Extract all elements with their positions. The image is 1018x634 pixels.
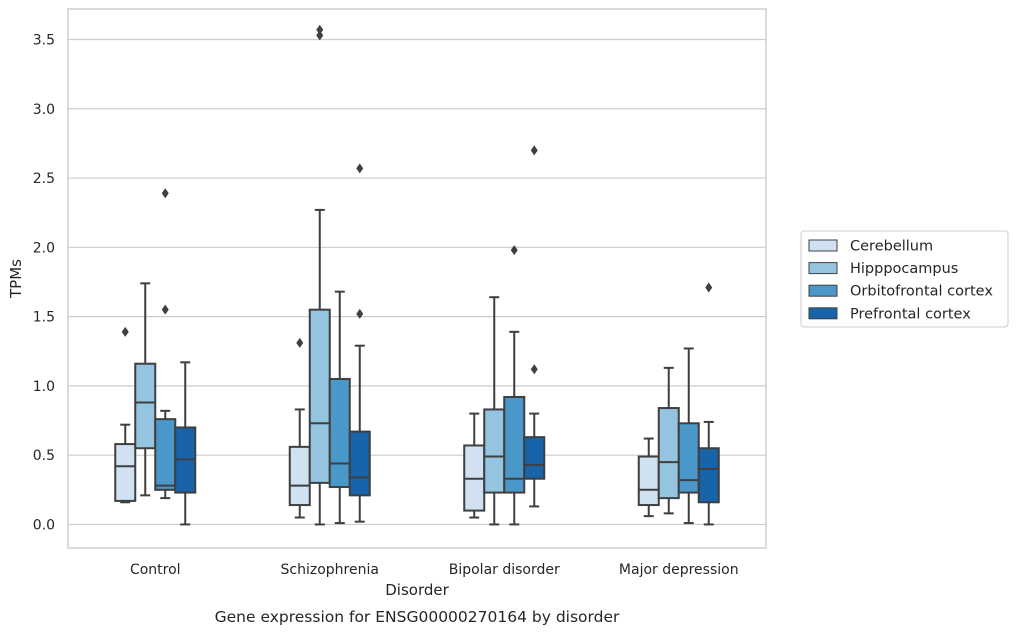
iqr-box — [154, 418, 177, 491]
y-tick-label: 1.0 — [33, 379, 55, 395]
box-prefrontal-cortex — [348, 163, 371, 523]
iqr-box — [328, 377, 351, 489]
outlier-point — [161, 304, 169, 315]
y-tick-label: 2.5 — [33, 171, 55, 187]
outlier-point — [510, 245, 518, 256]
outlier-point — [705, 282, 713, 293]
y-axis-label: TPMs — [7, 259, 25, 299]
outlier-point — [530, 145, 538, 156]
iqr-box — [114, 443, 137, 502]
y-tick-label: 3.5 — [33, 32, 55, 48]
y-tick-label: 0.5 — [33, 448, 55, 464]
legend-item: Hipppocampus — [808, 261, 958, 277]
y-tick-label: 3.0 — [33, 102, 55, 118]
box-orbitofrontal-cortex — [503, 245, 526, 526]
box-cerebellum — [114, 326, 137, 504]
iqr-box — [677, 422, 700, 494]
outlier-point — [296, 337, 304, 348]
box-prefrontal-cortex — [174, 361, 197, 526]
legend-swatch — [808, 239, 838, 252]
box-hipppocampus — [134, 282, 157, 497]
legend-swatch — [808, 262, 838, 275]
outlier-point — [316, 24, 324, 35]
legend-item: Orbitofrontal cortex — [808, 284, 993, 300]
outlier-point — [356, 308, 364, 319]
iqr-box — [288, 445, 311, 507]
box-prefrontal-cortex — [523, 145, 546, 508]
box-orbitofrontal-cortex — [154, 188, 177, 500]
outlier-point — [121, 326, 129, 337]
iqr-box — [657, 407, 680, 500]
x-tick-label: Major depression — [619, 562, 739, 578]
legend-item: Cerebellum — [808, 239, 933, 255]
legend-swatch — [808, 307, 838, 320]
chart-caption: Gene expression for ENSG00000270164 by d… — [215, 608, 620, 626]
box-hipppocampus — [308, 24, 331, 526]
x-tick-label: Schizophrenia — [281, 562, 379, 578]
iqr-box — [348, 430, 371, 497]
x-axis-label: Disorder — [385, 581, 449, 599]
legend-frame — [800, 230, 1009, 328]
x-tick-labels: Control Schizophrenia Bipolar disorder Majo… — [130, 562, 739, 578]
box-cerebellum — [288, 337, 311, 519]
legend[interactable]: Cerebellum Hipppocampus Orbitofrontal cort… — [800, 230, 1009, 328]
iqr-box — [697, 447, 720, 504]
legend-swatch — [808, 284, 838, 297]
iqr-box — [308, 308, 331, 484]
legend-label: Orbitofrontal cortex — [850, 284, 993, 300]
box-orbitofrontal-cortex — [328, 290, 351, 525]
box-layer — [114, 24, 720, 526]
outlier-point — [161, 188, 169, 199]
legend-item: Prefrontal cortex — [808, 306, 971, 322]
x-tick-label: Bipolar disorder — [449, 562, 560, 578]
outlier-point — [316, 30, 324, 41]
iqr-box — [637, 455, 660, 507]
box-hipppocampus — [657, 366, 680, 515]
box-orbitofrontal-cortex — [677, 347, 700, 525]
box-cerebellum — [637, 437, 660, 518]
iqr-box — [483, 408, 506, 494]
legend-label: Hipppocampus — [850, 261, 958, 277]
plot-frame — [67, 8, 767, 549]
y-tick-label: 0.0 — [33, 517, 55, 533]
box-prefrontal-cortex — [697, 282, 720, 526]
y-tick-label: 1.5 — [33, 310, 55, 326]
box-hipppocampus — [483, 296, 506, 526]
x-tick-label: Control — [130, 562, 181, 578]
box-cerebellum — [463, 412, 486, 519]
legend-label: Cerebellum — [850, 239, 933, 255]
outlier-point — [356, 163, 364, 174]
iqr-box — [523, 436, 546, 480]
y-tick-label: 2.0 — [33, 240, 55, 256]
y-tick-labels: 0.0 0.5 1.0 1.5 2.0 2.5 3.0 3.5 — [33, 32, 55, 533]
legend-label: Prefrontal cortex — [850, 306, 971, 322]
outlier-point — [530, 364, 538, 375]
iqr-box — [134, 362, 157, 450]
